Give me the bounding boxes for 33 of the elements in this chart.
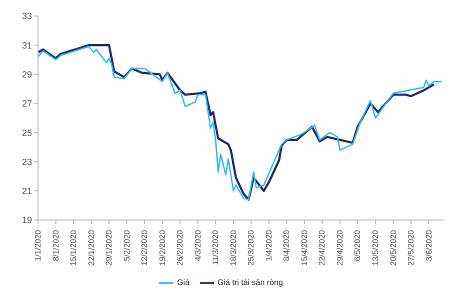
- x-tick-label: 4/3/2020: [193, 229, 202, 262]
- x-tick-label: 12/2/2020: [140, 229, 150, 266]
- x-tick-label: 25/3/2020: [246, 229, 256, 266]
- x-tick-label: 20/5/2020: [388, 229, 398, 266]
- y-tick-label: 33: [22, 11, 32, 22]
- y-tick-label: 25: [22, 128, 32, 138]
- x-tick-label: 29/4/2020: [335, 229, 344, 266]
- legend-label: Giá: [177, 278, 190, 288]
- x-tick-label: 15/1/2020: [69, 229, 78, 266]
- x-tick-label: 18/3/2020: [228, 229, 238, 266]
- x-tick-label: 11/3/2020: [211, 229, 220, 265]
- x-tick-label: 22/4/2020: [318, 229, 327, 266]
- y-tick-label: 23: [22, 156, 32, 167]
- x-tick-label: 15/4/2020: [300, 229, 309, 266]
- legend-label: Giá trị tài sản ròng: [218, 278, 283, 288]
- y-tick-label: 19: [22, 215, 32, 226]
- x-tick-label: 8/1/2020: [51, 229, 60, 262]
- x-tick-label: 27/5/2020: [406, 229, 416, 266]
- x-tick-label: 19/2/2020: [158, 229, 167, 266]
- y-tick-label: 27: [22, 98, 32, 109]
- x-tick-label: 1/1/2020: [34, 229, 42, 262]
- x-tick-label: 5/2/2020: [122, 229, 132, 262]
- x-tick-label: 26/2/2020: [176, 229, 185, 266]
- y-tick-label: 29: [22, 69, 32, 80]
- y-tick-label: 21: [22, 186, 32, 196]
- y-tick-label: 31: [22, 40, 32, 50]
- x-tick-label: 3/6/2020: [424, 229, 434, 262]
- x-tick-label: 13/5/2020: [370, 229, 380, 266]
- x-tick-label: 6/5/2020: [353, 229, 362, 262]
- x-tick-label: 1/4/2020: [264, 229, 274, 262]
- x-tick-label: 8/4/2020: [282, 229, 292, 262]
- x-tick-label: 22/1/2020: [86, 229, 96, 266]
- x-tick-label: 29/1/2020: [104, 229, 114, 266]
